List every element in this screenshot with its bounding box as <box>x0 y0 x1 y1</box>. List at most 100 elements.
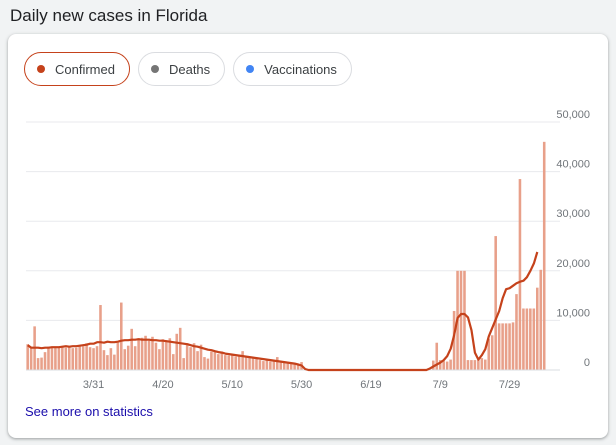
chart-bar <box>272 361 276 370</box>
deaths-dot-icon <box>150 65 159 73</box>
chart-bar <box>293 364 296 370</box>
chart-bar <box>515 294 518 370</box>
chart-bar <box>230 354 234 370</box>
chart-bar <box>81 346 85 370</box>
chart-bar <box>151 336 154 370</box>
chart-bar <box>542 141 546 370</box>
chart-bar <box>123 349 127 370</box>
chart-bar <box>61 346 64 370</box>
chart-bar <box>504 323 508 370</box>
chart-bar <box>126 345 130 370</box>
chart-bar <box>217 354 220 370</box>
chart-bar <box>206 358 210 370</box>
chart-bar <box>220 351 224 370</box>
chart-bar <box>539 269 543 370</box>
y-tick-label: 0 <box>584 357 590 369</box>
chart-bar <box>490 335 494 370</box>
chart-bar <box>484 359 487 370</box>
chart-bar <box>262 361 265 370</box>
chart-bar <box>130 328 133 370</box>
chart-bar <box>109 348 113 370</box>
chart-bar <box>279 362 283 370</box>
chart-bar <box>172 354 175 370</box>
chart-bar <box>459 270 463 370</box>
x-tick-label: 7/29 <box>499 379 520 391</box>
chart-bar <box>463 270 466 370</box>
chart-bar <box>165 340 168 370</box>
chart-bar <box>54 347 57 370</box>
chart-bar <box>234 356 237 370</box>
x-tick-label: 6/19 <box>360 379 381 391</box>
chart-bar <box>438 360 442 370</box>
chart-bar <box>480 358 484 370</box>
chart-bar <box>144 335 147 370</box>
chart-bar <box>442 361 445 370</box>
chart-bar <box>248 357 251 370</box>
chart-bar <box>487 338 491 370</box>
see-more-statistics-link[interactable]: See more on statistics <box>25 404 153 419</box>
chart-bar <box>224 355 227 370</box>
chart-bar <box>26 344 29 370</box>
chart-bar <box>99 305 102 370</box>
chip-vaccinations-label: Vaccinations <box>264 61 337 77</box>
chart-bar <box>158 349 161 370</box>
chart-bar <box>189 347 192 370</box>
chart-bar <box>477 360 480 370</box>
y-tick-label: 10,000 <box>556 307 590 319</box>
chart-bar <box>497 323 501 370</box>
chart-bar <box>196 351 199 370</box>
chart-bar <box>518 179 522 370</box>
x-tick-label: 4/20 <box>152 379 173 391</box>
chart-bar <box>449 359 452 370</box>
chart-bar <box>95 346 99 370</box>
x-tick-label: 3/31 <box>83 379 104 391</box>
chart-bar <box>244 356 248 370</box>
page-title: Daily new cases in Florida <box>10 6 208 25</box>
chart-bar <box>276 357 279 370</box>
chip-vaccinations[interactable]: Vaccinations <box>233 52 352 86</box>
chart-bar <box>185 343 189 370</box>
chart-bar <box>258 360 262 370</box>
chart-bar <box>71 348 75 370</box>
x-tick-label: 5/30 <box>291 379 312 391</box>
average-line <box>27 251 539 372</box>
chart-bar <box>536 287 539 370</box>
chart-bar <box>522 308 525 370</box>
chart-bar <box>269 361 272 370</box>
chart-bar <box>251 358 255 370</box>
chart-bar <box>286 363 289 370</box>
chart-bar <box>137 338 140 370</box>
chart-bar <box>92 348 95 370</box>
chart-bar <box>282 362 286 370</box>
chart-bar <box>43 352 47 370</box>
chart-bar <box>57 347 61 370</box>
chart-bar <box>494 236 497 370</box>
chip-deaths[interactable]: Deaths <box>137 52 226 86</box>
chart-bar <box>64 347 68 370</box>
chart-bar <box>470 360 473 370</box>
chart-bar <box>120 302 123 370</box>
chart-bar <box>102 350 106 370</box>
chart-bar <box>210 351 213 370</box>
chart-bar <box>532 308 536 370</box>
chart-bar <box>255 359 258 370</box>
chart-bar <box>47 346 50 370</box>
x-tick-label: 5/10 <box>222 379 243 391</box>
chart-card: Confirmed Deaths Vaccinations 0 10,000 20,… <box>8 34 608 438</box>
chart-bar <box>78 345 81 370</box>
chart-bar <box>154 342 158 370</box>
chart-bar <box>213 351 217 370</box>
chart-bar <box>29 348 33 370</box>
chart-bar <box>133 346 137 370</box>
chart-bar <box>106 355 109 370</box>
chart-bar <box>74 347 78 370</box>
vaccinations-dot-icon <box>246 65 255 73</box>
chart-bar <box>473 360 477 370</box>
chart-bar <box>85 343 88 370</box>
chart-bar <box>241 351 244 370</box>
chart-bar <box>175 333 179 370</box>
chart-bar <box>116 342 120 370</box>
chart-bar <box>296 365 300 370</box>
chart-bar <box>452 310 456 370</box>
chip-confirmed[interactable]: Confirmed <box>24 52 130 86</box>
